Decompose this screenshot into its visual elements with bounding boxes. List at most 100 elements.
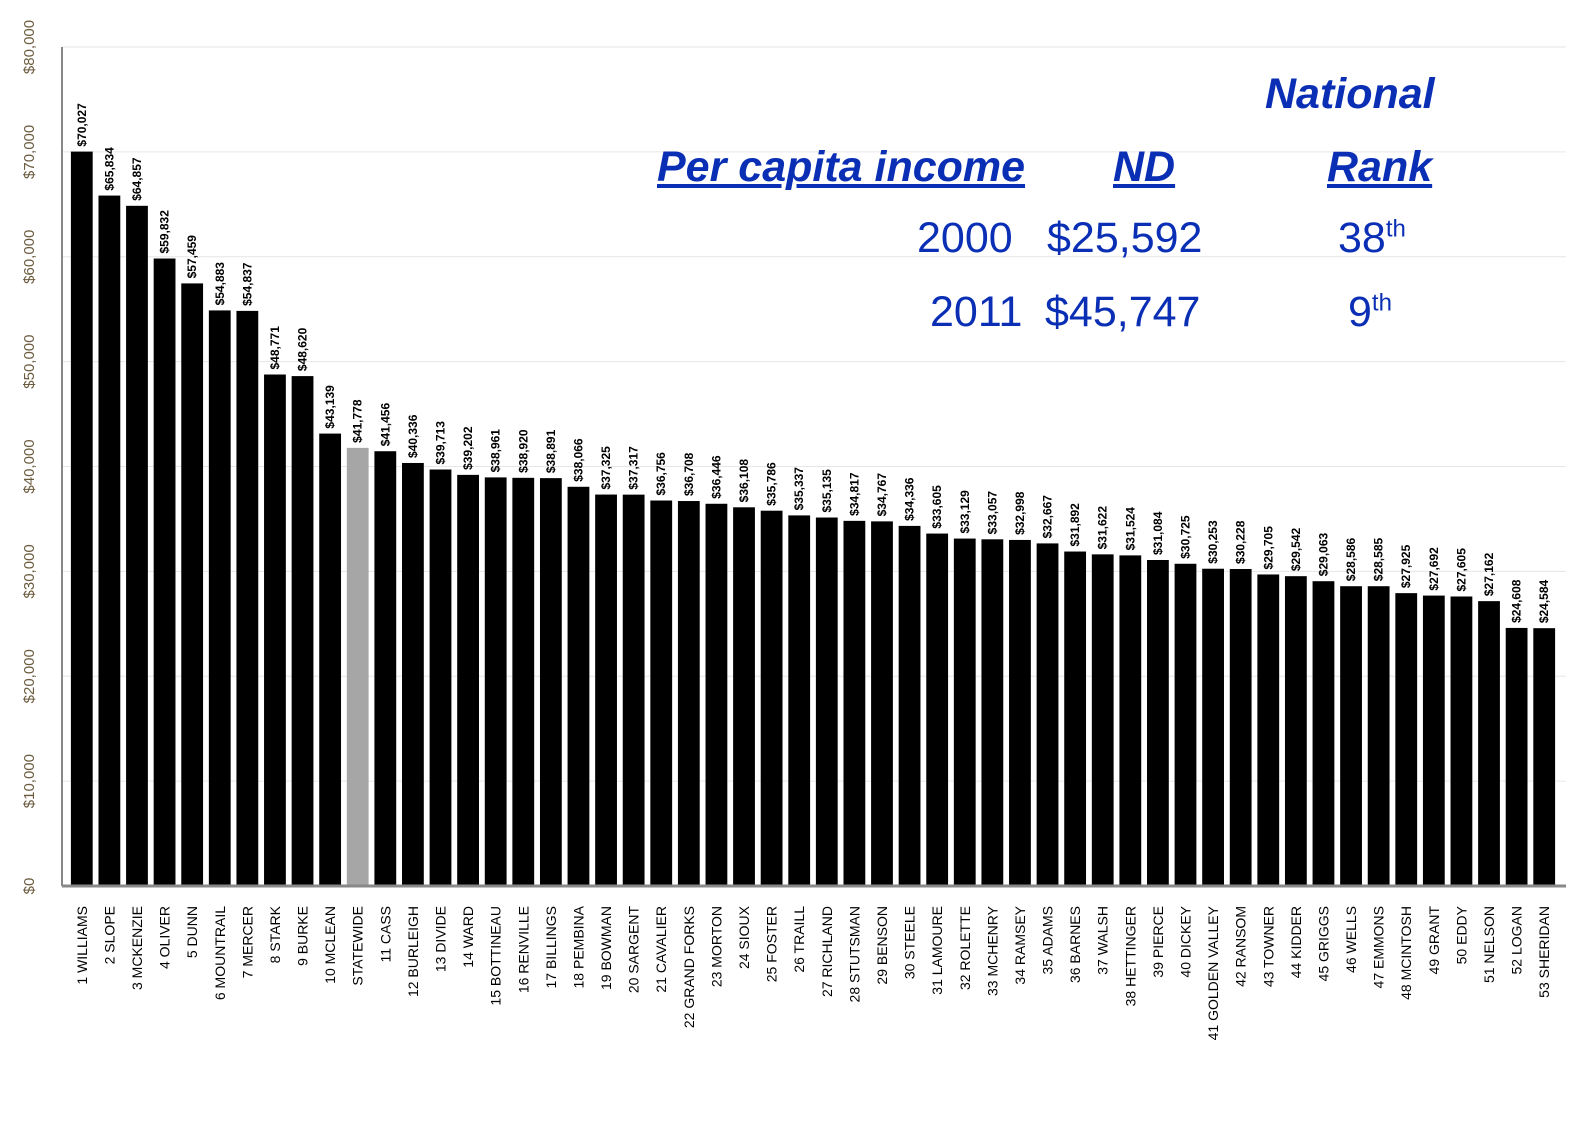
bar-value-label: $57,459 [185, 235, 199, 279]
bar-value-label: $30,253 [1206, 520, 1220, 564]
category-label: 44 KIDDER [1288, 906, 1304, 978]
y-tick-label: $60,000 [21, 230, 38, 284]
bar-value-label: $65,834 [102, 147, 116, 191]
bar [1533, 628, 1556, 886]
bar [1064, 551, 1087, 886]
category-labels: 1 WILLIAMS 2 SLOPE 3 MCKENZIE 4 OLIVER 5 DUN… [74, 905, 1552, 1040]
bar-value-label: $32,998 [1013, 491, 1027, 535]
bar-value-label: $36,756 [654, 452, 668, 496]
bar [208, 310, 231, 886]
category-label: 14 WARD [460, 906, 476, 968]
bar [871, 521, 893, 886]
category-label: 52 LOGAN [1509, 906, 1525, 974]
category-label: 22 GRAND FORKS [681, 906, 697, 1028]
rank-header: Rank [1327, 143, 1433, 191]
category-label: 26 TRAILL [791, 906, 807, 973]
y-tick-label: $10,000 [21, 754, 38, 808]
bar [595, 494, 617, 886]
category-label: 11 CASS [377, 906, 393, 963]
bar [677, 501, 700, 886]
bar [1312, 581, 1335, 886]
bar-value-label: $29,063 [1316, 532, 1330, 576]
category-label: 15 BOTTINEAU [488, 906, 504, 1006]
bar [843, 520, 866, 886]
per-capita-income-header: Per capita income [657, 143, 1026, 191]
bar [153, 258, 176, 886]
bar [815, 517, 838, 886]
category-label: 7 MERCER [239, 906, 255, 978]
bar [1202, 568, 1224, 886]
category-label: 35 ADAMS [1040, 906, 1056, 974]
y-tick-label: $70,000 [21, 125, 38, 179]
bar-value-label: $35,337 [792, 467, 806, 511]
category-label: 9 BURKE [295, 906, 311, 966]
year-2011: 2011 [930, 288, 1023, 336]
bar-value-label: $37,325 [599, 446, 613, 490]
bar [429, 469, 452, 886]
value-labels: $70,027 $65,834 $64,857 $59,832 $57,459 $54,8… [75, 103, 1551, 623]
bar [457, 474, 479, 886]
bar [512, 477, 535, 886]
rank-2011-number: 9 [1348, 288, 1372, 336]
bar-value-label: $70,027 [75, 103, 89, 147]
y-tick-label: $40,000 [21, 439, 38, 493]
bar-value-label: $24,608 [1510, 579, 1524, 623]
category-label: 47 EMMONS [1371, 906, 1387, 988]
bars [70, 151, 1556, 887]
y-tick-label: $80,000 [21, 20, 38, 74]
bar-value-label: $27,605 [1454, 548, 1468, 592]
bar [181, 283, 204, 886]
bar-value-label: $38,066 [571, 438, 585, 482]
category-label: 27 RICHLAND [819, 906, 835, 997]
category-label: 37 WALSH [1095, 906, 1111, 975]
category-label: 3 MCKENZIE [129, 906, 145, 990]
bar-value-label: $38,891 [544, 429, 558, 473]
bar-value-label: $31,084 [1151, 511, 1165, 555]
bar [1119, 555, 1142, 886]
bar-value-label: $41,456 [378, 403, 392, 447]
bar [567, 486, 590, 886]
bar [98, 195, 121, 886]
bar [1009, 539, 1031, 886]
bar [1036, 543, 1059, 886]
bar-value-label: $37,317 [627, 446, 641, 490]
bar-value-label: $43,139 [323, 385, 337, 429]
rank-2011: 9th [1348, 288, 1392, 337]
bar-value-label: $54,837 [240, 262, 254, 306]
category-label: 34 RAMSEY [1012, 905, 1028, 984]
bar-value-label: $30,228 [1234, 520, 1248, 564]
bar-value-label: $34,817 [847, 472, 861, 516]
bar-value-label: $30,725 [1179, 515, 1193, 559]
nd-income-2000: $25,592 [1047, 214, 1203, 262]
bar [981, 539, 1004, 886]
category-label: 43 TOWNER [1260, 906, 1276, 987]
bar [1091, 554, 1114, 886]
bar [926, 533, 949, 886]
bar-value-label: $64,857 [130, 157, 144, 201]
category-label: 28 STUTSMAN [846, 906, 862, 1002]
category-label: 53 SHERIDAN [1536, 906, 1552, 998]
category-label: 2 SLOPE [101, 906, 117, 964]
bar-value-label: $29,705 [1261, 526, 1275, 570]
bar [650, 500, 673, 886]
bar-value-label: $34,336 [903, 477, 917, 521]
bar [1229, 568, 1252, 886]
category-label: 4 OLIVER [157, 906, 173, 969]
bar [760, 510, 783, 886]
y-tick-label: $30,000 [21, 544, 38, 598]
nd-header: ND [1113, 143, 1176, 191]
rank-2000-number: 38 [1338, 214, 1386, 262]
national-header: National [1265, 70, 1435, 118]
bar [1147, 560, 1169, 886]
bar-value-label: $31,524 [1123, 507, 1137, 551]
bar [733, 507, 755, 886]
rank-2011-suffix: th [1371, 289, 1392, 317]
category-label: 36 BARNES [1067, 906, 1083, 983]
bar-value-label: $36,708 [682, 452, 696, 496]
bar [126, 205, 148, 887]
category-label: 13 DIVIDE [433, 906, 449, 972]
bar-value-label: $31,622 [1096, 506, 1110, 550]
bar-value-label: $33,605 [930, 485, 944, 529]
category-label: 24 SIOUX [736, 905, 752, 969]
